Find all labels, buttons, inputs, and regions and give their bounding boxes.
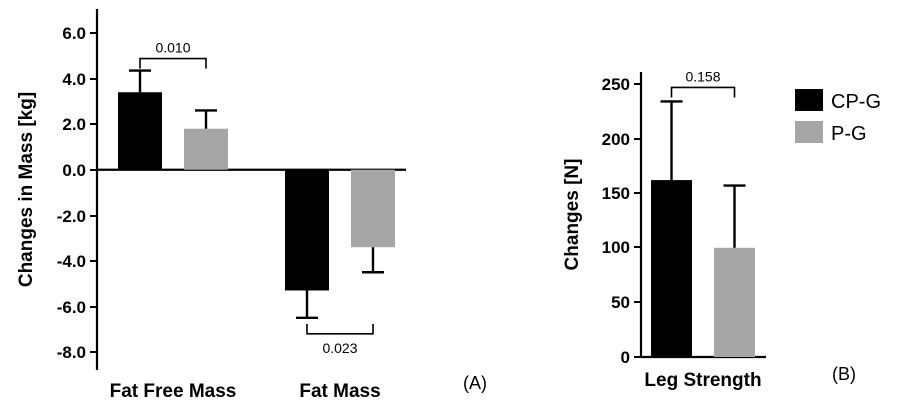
y-axis-label: Changes [N]: [562, 159, 583, 271]
significance-bracket: [139, 57, 207, 69]
bar: [651, 180, 692, 357]
bar: [285, 169, 329, 291]
y-tick-label: -2.0: [57, 207, 86, 226]
y-tick-label: 0: [621, 348, 630, 367]
p-value-label: 0.010: [155, 40, 190, 56]
y-tick-label: 4.0: [62, 70, 86, 89]
y-tick-label: 250: [602, 75, 630, 94]
y-tick-label: 0.0: [62, 161, 86, 180]
significance-bracket: [306, 323, 374, 335]
panel-label: (B): [832, 364, 856, 384]
bar: [184, 128, 228, 170]
y-tick-label: 200: [602, 130, 630, 149]
p-value-label: 0.023: [322, 340, 357, 356]
bar: [118, 92, 162, 170]
y-tick-label: -4.0: [57, 252, 86, 271]
legend-label: CP-G: [831, 91, 881, 113]
p-value-label: 0.158: [685, 68, 720, 84]
x-category-label: Leg Strength: [644, 370, 761, 391]
y-tick-label: -8.0: [57, 343, 86, 362]
panel-label: (A): [463, 373, 487, 393]
y-tick-label: -6.0: [57, 298, 86, 317]
panel-a: 6.0 4.0 2.0 0.0 -2.0 -4.0 -6.0 -8.0 Changes in M…: [16, 9, 487, 402]
legend-label: P-G: [831, 123, 867, 145]
y-tick-label: 50: [611, 293, 630, 312]
legend-swatch: [795, 89, 823, 111]
y-tick-label: 2.0: [62, 115, 86, 134]
y-axis-label: Changes in Mass [kg]: [16, 92, 37, 287]
y-tick-label: 150: [602, 184, 630, 203]
x-category-label: Fat Free Mass: [110, 381, 237, 402]
y-tick-label: 100: [602, 238, 630, 257]
panel-b: 250 200 150 100 50 0 Changes [N] Leg Strength 0.…: [562, 68, 856, 391]
legend: CP-G P-G: [795, 89, 881, 145]
significance-bracket: [670, 86, 736, 98]
x-category-label: Fat Mass: [299, 381, 380, 402]
legend-swatch: [795, 121, 823, 143]
bar: [351, 169, 395, 248]
y-tick-label: 6.0: [62, 24, 86, 43]
bar: [714, 247, 755, 357]
